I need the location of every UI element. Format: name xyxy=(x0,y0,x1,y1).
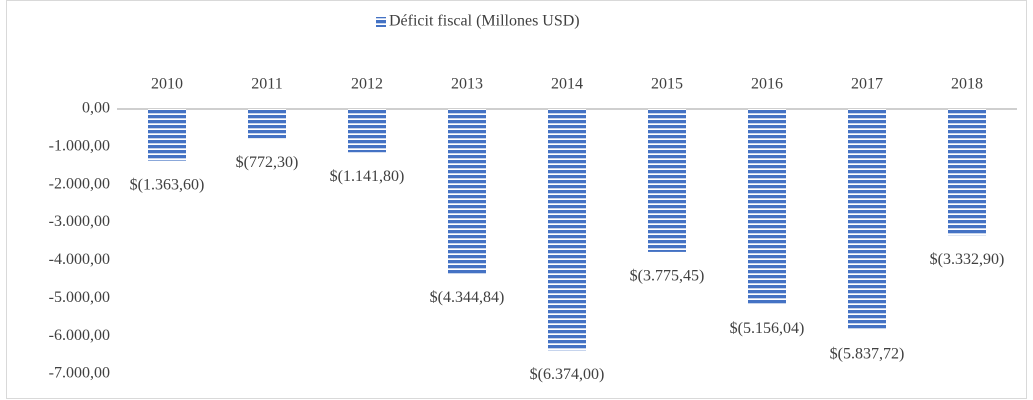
bar xyxy=(248,109,286,139)
bar xyxy=(348,109,386,153)
data-label: $(3.775,45) xyxy=(630,268,705,285)
y-tick-label: -6.000,00 xyxy=(49,327,110,344)
bar xyxy=(548,109,586,351)
x-tick-label: 2012 xyxy=(351,76,383,93)
data-label: $(4.344,84) xyxy=(430,289,505,306)
y-tick-label: -4.000,00 xyxy=(49,251,110,268)
data-label: $(772,30) xyxy=(236,154,299,171)
data-label: $(5.156,04) xyxy=(730,320,805,337)
y-tick-label: -2.000,00 xyxy=(49,175,110,192)
legend-swatch xyxy=(376,17,386,27)
y-tick-label: 0,00 xyxy=(82,100,110,117)
x-tick-label: 2010 xyxy=(151,76,183,93)
x-tick-label: 2011 xyxy=(251,76,282,93)
y-tick-label: -7.000,00 xyxy=(49,365,110,382)
x-tick-label: 2016 xyxy=(751,76,783,93)
bar xyxy=(648,109,686,252)
x-tick-label: 2015 xyxy=(651,76,683,93)
data-label: $(3.332,90) xyxy=(930,251,1005,268)
legend-label: Déficit fiscal (Millones USD) xyxy=(389,13,580,30)
x-tick-label: 2014 xyxy=(551,76,583,93)
bar xyxy=(848,109,886,330)
bar xyxy=(448,109,486,274)
bar xyxy=(948,109,986,236)
y-tick-label: -5.000,00 xyxy=(49,289,110,306)
data-label: $(6.374,00) xyxy=(530,366,605,383)
data-label: $(5.837,72) xyxy=(830,346,905,363)
y-tick-label: -3.000,00 xyxy=(49,213,110,230)
x-tick-label: 2018 xyxy=(951,76,983,93)
bar xyxy=(748,109,786,305)
data-label: $(1.363,60) xyxy=(130,176,205,193)
y-tick-label: -1.000,00 xyxy=(49,138,110,155)
data-label: $(1.141,80) xyxy=(330,168,405,185)
x-tick-label: 2013 xyxy=(451,76,483,93)
bar xyxy=(148,109,186,161)
x-tick-label: 2017 xyxy=(851,76,883,93)
